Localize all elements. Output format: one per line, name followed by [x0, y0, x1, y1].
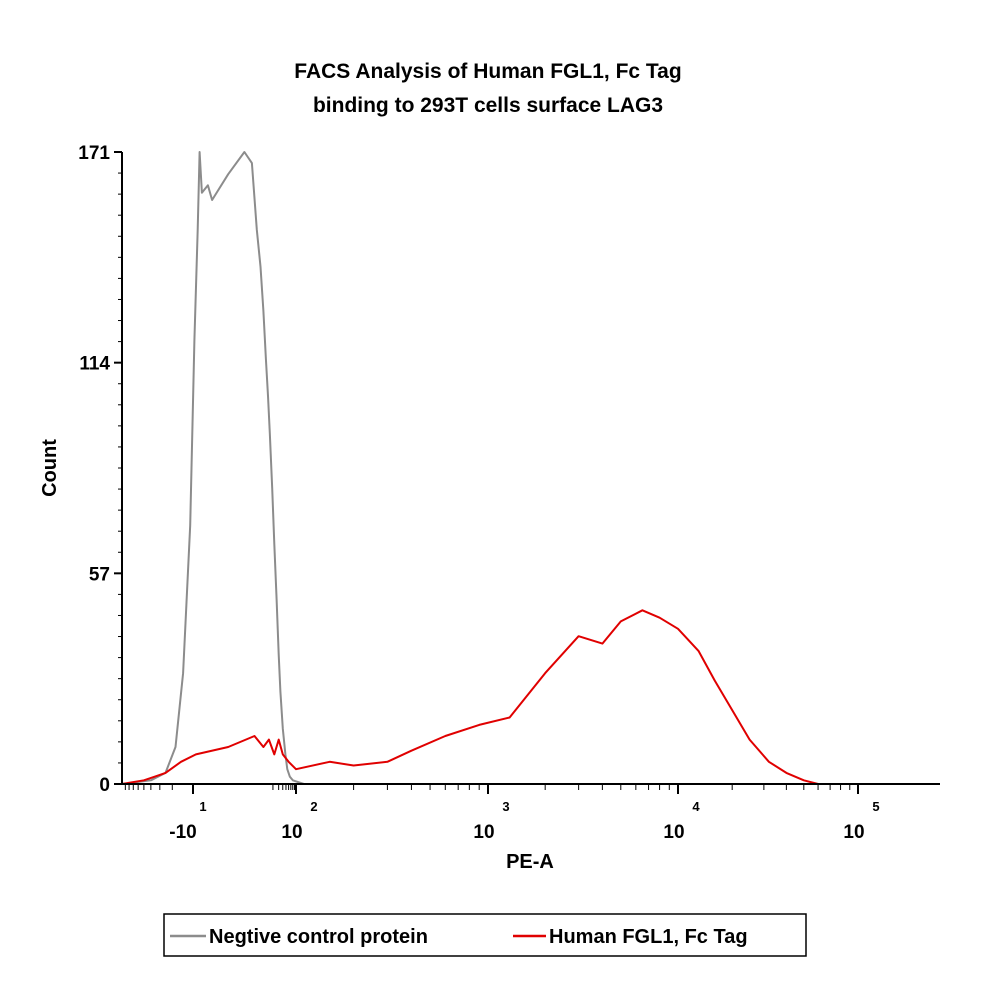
x-tick-label: -10 — [169, 822, 196, 843]
x-tick-label: 10 — [473, 822, 494, 843]
legend-label-human-fgl1: Human FGL1, Fc Tag — [549, 926, 748, 948]
x-tick-label: 10 — [281, 822, 302, 843]
y-axis-ticks: 0 57 114 171 — [78, 143, 122, 796]
x-tick-label: 10 — [843, 822, 864, 843]
legend-label-negative-control: Negtive control protein — [209, 926, 428, 948]
series-line-human-fgl1 — [121, 609, 858, 785]
y-axis-label: Count — [39, 439, 61, 497]
legend: Negtive control protein Human FGL1, Fc T… — [163, 913, 807, 957]
x-tick-exponent: 3 — [502, 799, 509, 814]
x-axis-label: PE-A — [506, 851, 554, 873]
y-tick-label: 57 — [89, 564, 110, 585]
x-tick-exponent: 4 — [692, 799, 700, 814]
y-tick-label: 0 — [99, 775, 110, 796]
chart-subtitle: binding to 293T cells surface LAG3 — [313, 94, 663, 117]
y-tick-label: 114 — [79, 354, 110, 375]
plot-area — [121, 151, 858, 785]
chart-title: FACS Analysis of Human FGL1, Fc Tag — [294, 60, 681, 83]
y-tick-label: 171 — [78, 143, 110, 164]
series-line-negative-control — [121, 151, 354, 785]
x-tick-label: 10 — [663, 822, 684, 843]
x-tick-exponent: 2 — [310, 799, 317, 814]
x-tick-exponent: 5 — [872, 799, 879, 814]
legend-box — [163, 913, 807, 957]
x-axis-ticks: -101 10 2 10 3 10 4 10 5 — [124, 784, 880, 843]
x-tick-exponent: 1 — [199, 799, 206, 814]
